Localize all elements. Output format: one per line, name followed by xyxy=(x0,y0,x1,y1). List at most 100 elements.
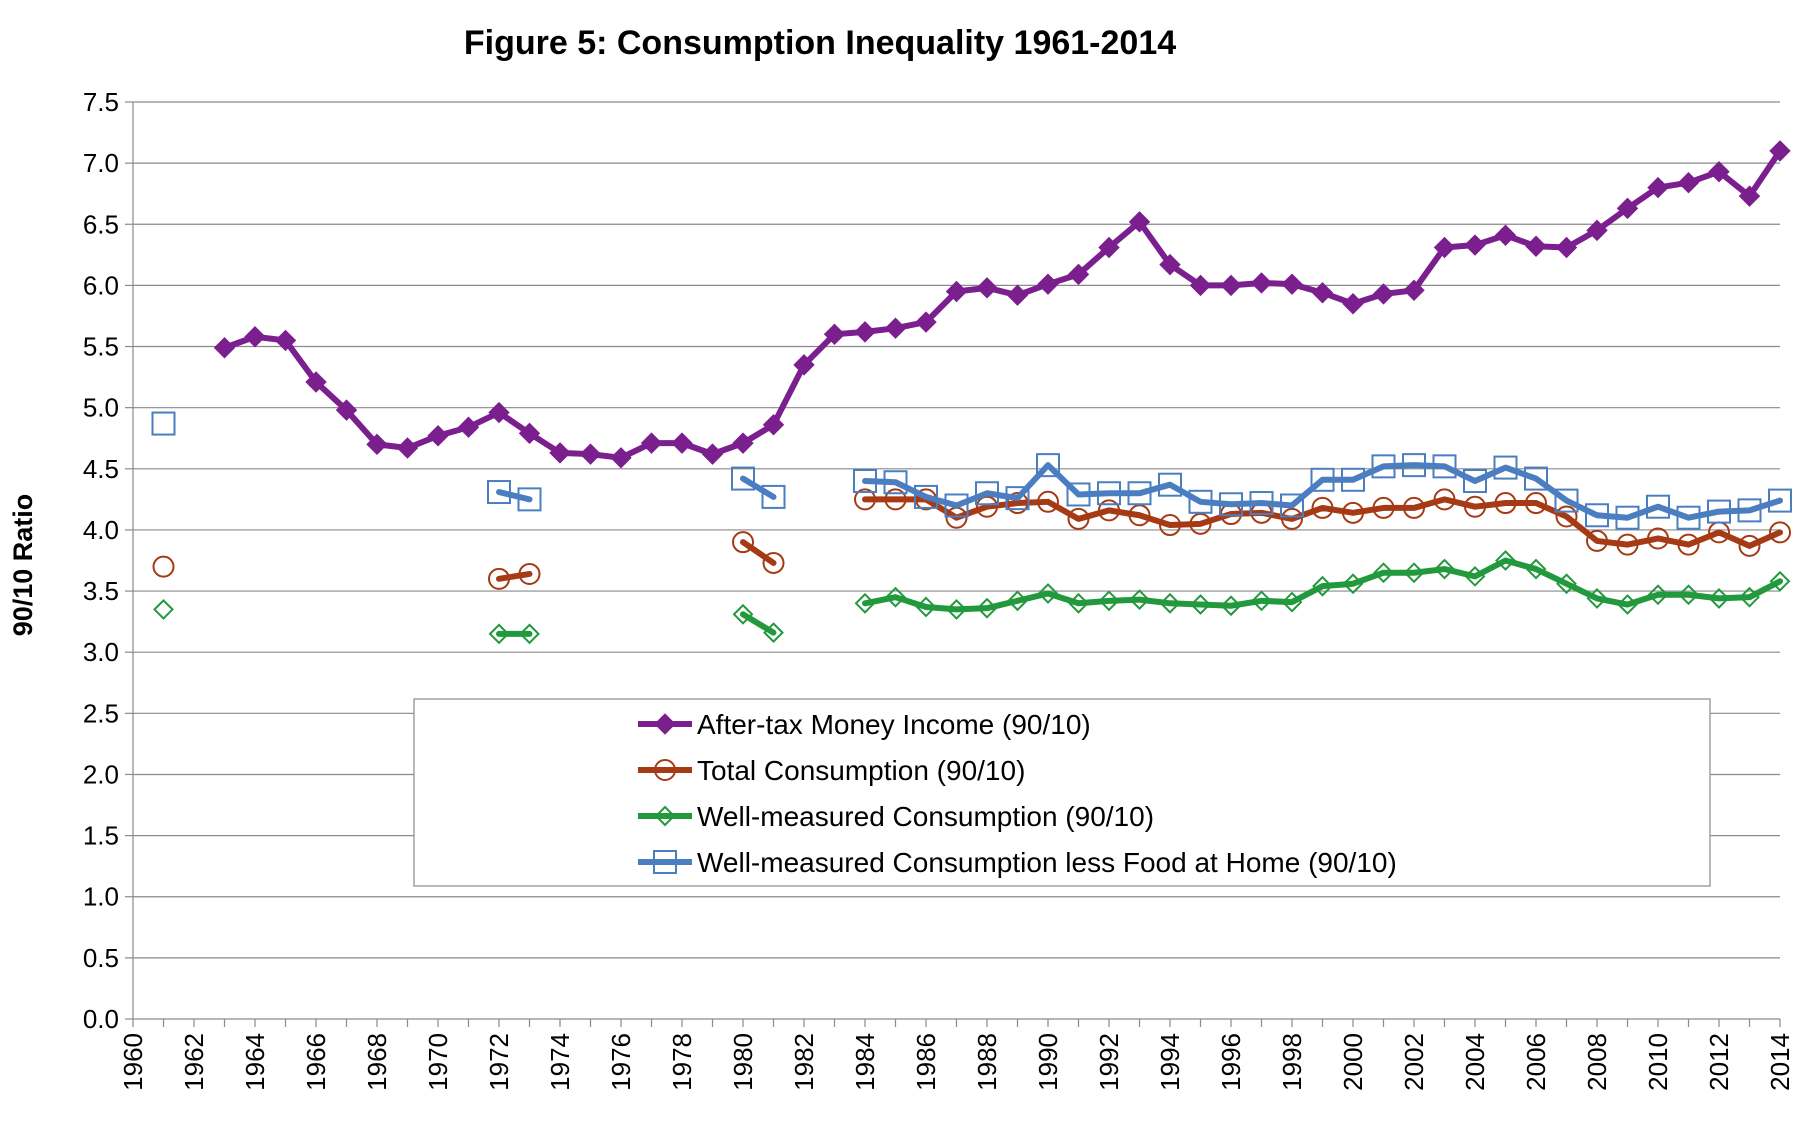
y-tick-label: 0.5 xyxy=(83,943,119,973)
data-point xyxy=(975,481,999,506)
data-point xyxy=(1615,505,1640,530)
legend-label: Total Consumption (90/10) xyxy=(697,755,1025,786)
data-point xyxy=(1616,533,1639,556)
data-point xyxy=(549,442,571,464)
data-point xyxy=(152,555,175,578)
data-point xyxy=(854,321,876,343)
data-point xyxy=(1371,454,1396,479)
data-point xyxy=(1402,453,1426,478)
data-point xyxy=(579,443,602,465)
data-point xyxy=(1433,236,1456,259)
data-point xyxy=(1738,185,1761,207)
data-point xyxy=(884,488,907,511)
data-point xyxy=(732,531,754,554)
data-point xyxy=(518,562,541,585)
data-point xyxy=(1311,496,1334,519)
x-tick-label: 1968 xyxy=(362,1033,392,1091)
y-tick-label: 2.5 xyxy=(83,698,119,728)
data-point xyxy=(1342,501,1364,524)
data-point xyxy=(946,598,967,620)
x-tick-label: 1978 xyxy=(667,1033,697,1091)
data-point xyxy=(654,713,676,735)
data-point xyxy=(1738,534,1761,557)
data-point xyxy=(653,850,677,874)
data-point xyxy=(1342,293,1364,315)
data-point xyxy=(793,354,815,376)
y-tick-label: 1.0 xyxy=(83,882,119,912)
data-point xyxy=(457,416,480,438)
data-point xyxy=(518,422,541,445)
data-point xyxy=(1678,584,1699,606)
data-point xyxy=(1342,573,1364,595)
x-tick-label: 1972 xyxy=(484,1033,514,1091)
data-point xyxy=(1066,482,1091,507)
data-point xyxy=(1037,583,1059,604)
data-point xyxy=(1493,455,1518,480)
data-point xyxy=(1525,235,1547,257)
data-point xyxy=(1281,273,1303,295)
x-tick-label: 2000 xyxy=(1338,1033,1368,1091)
series-line xyxy=(862,496,1783,549)
data-point xyxy=(1464,565,1486,587)
data-point xyxy=(1403,496,1425,519)
data-point xyxy=(1586,529,1608,552)
data-point xyxy=(488,567,510,590)
data-point xyxy=(853,469,877,494)
legend-label: Well-measured Consumption (90/10) xyxy=(697,801,1154,832)
legend-label: Well-measured Consumption less Food at H… xyxy=(697,847,1397,878)
data-point xyxy=(1525,492,1547,515)
data-point xyxy=(1768,488,1792,513)
data-point xyxy=(1005,486,1030,511)
data-point xyxy=(1007,590,1028,612)
plot-area xyxy=(151,140,1792,645)
data-point xyxy=(1769,570,1791,592)
data-point xyxy=(1098,499,1120,522)
data-point xyxy=(1432,454,1457,479)
data-point xyxy=(1434,558,1455,580)
data-point xyxy=(517,487,542,512)
x-tick-labels: 1960 1962 1964 1966 1968 1970 1972 1974 1976 1978… xyxy=(118,1033,1795,1091)
data-point xyxy=(762,414,785,436)
data-point xyxy=(944,493,969,518)
x-tick-label: 1988 xyxy=(972,1033,1002,1091)
y-tick-label: 7.0 xyxy=(83,148,119,178)
x-tick-label: 1998 xyxy=(1277,1033,1307,1091)
y-tick-label: 3.5 xyxy=(83,576,119,606)
data-point xyxy=(1098,590,1120,612)
data-point xyxy=(1495,550,1516,571)
data-point xyxy=(731,466,755,491)
data-point xyxy=(1037,273,1059,295)
data-point xyxy=(945,280,968,303)
data-point xyxy=(1128,504,1151,527)
x-tick-label: 2010 xyxy=(1643,1033,1673,1091)
data-point xyxy=(884,317,907,339)
data-point xyxy=(1525,558,1547,580)
data-point xyxy=(1585,503,1609,528)
x-tick-label: 2014 xyxy=(1765,1033,1795,1091)
data-point xyxy=(883,470,908,495)
data-point xyxy=(732,432,754,454)
data-point xyxy=(151,411,176,436)
data-point xyxy=(732,603,754,625)
data-point xyxy=(1341,467,1365,492)
data-point xyxy=(976,597,998,619)
data-point xyxy=(854,488,876,511)
series-line xyxy=(740,611,777,636)
data-point xyxy=(519,623,540,645)
data-point xyxy=(654,759,676,781)
data-point xyxy=(763,622,784,644)
y-tick-label: 6.5 xyxy=(83,209,119,239)
x-tick-label: 1982 xyxy=(789,1033,819,1091)
series-line xyxy=(221,147,1783,461)
data-point xyxy=(1159,514,1181,537)
data-point xyxy=(488,401,510,424)
data-point xyxy=(1250,272,1273,294)
data-point xyxy=(487,480,511,505)
y-tick-label: 2.0 xyxy=(83,759,119,789)
data-point xyxy=(1708,160,1730,183)
y-tick-label: 5.5 xyxy=(83,332,119,362)
data-point xyxy=(1403,279,1425,301)
data-point xyxy=(1189,274,1212,297)
data-point xyxy=(1494,224,1517,246)
